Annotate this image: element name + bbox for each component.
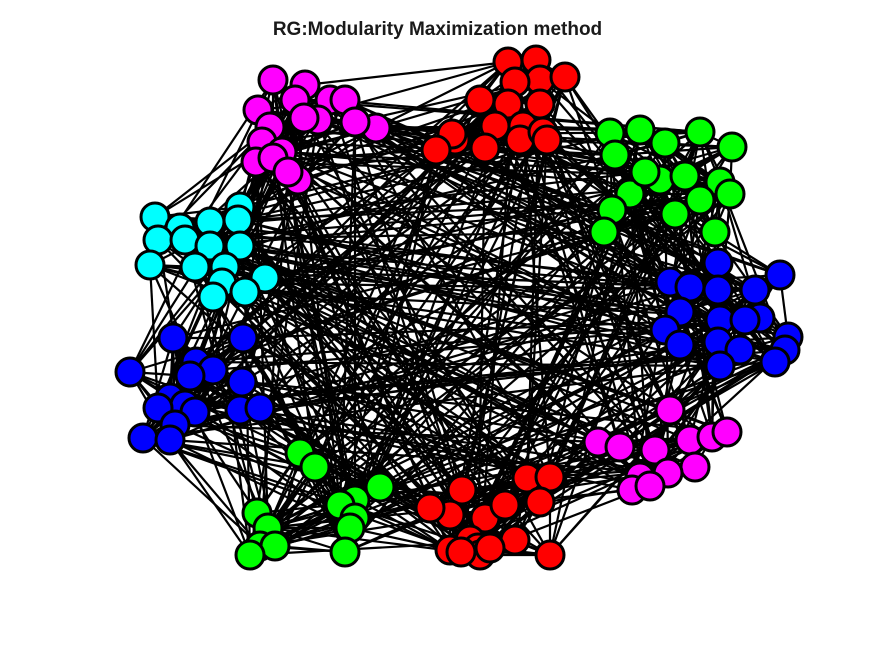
graph-node-blue-right bbox=[759, 346, 791, 378]
graph-node-magenta-bottom-right bbox=[679, 451, 711, 483]
graph-node-green-top-right bbox=[684, 184, 716, 216]
graph-node-red-bottom bbox=[534, 539, 566, 571]
graph-node-green-bottom-left bbox=[329, 536, 361, 568]
graph-node-cyan-left bbox=[194, 230, 226, 262]
graph-edge bbox=[549, 365, 721, 556]
graph-edge bbox=[349, 526, 451, 552]
graph-edge bbox=[169, 439, 261, 547]
graph-edge bbox=[242, 337, 541, 503]
graph-node-magenta-bottom-right bbox=[711, 416, 743, 448]
graph-edge bbox=[174, 423, 451, 552]
graph-node-green-bottom-left bbox=[234, 539, 266, 571]
graph-node-blue-right bbox=[764, 259, 796, 291]
graph-node-magenta-top-left bbox=[257, 64, 289, 96]
graph-edge bbox=[242, 318, 721, 340]
graph-node-green-top-right bbox=[588, 216, 620, 248]
graph-node-magenta-bottom-right bbox=[604, 431, 636, 463]
graph-nodes bbox=[114, 44, 804, 571]
graph-node-blue-right bbox=[702, 247, 734, 279]
graph-node-magenta-bottom-right bbox=[634, 470, 666, 502]
graph-edge bbox=[184, 261, 719, 407]
graph-edge bbox=[354, 348, 741, 502]
graph-node-blue-left bbox=[157, 322, 189, 354]
graph-node-red-top bbox=[531, 124, 563, 156]
graph-edge bbox=[304, 60, 509, 87]
graph-edge bbox=[237, 170, 646, 222]
graph-node-green-top-right bbox=[716, 131, 748, 163]
graph-node-cyan-left bbox=[224, 230, 256, 262]
graph-node-green-top-right bbox=[649, 127, 681, 159]
graph-node-blue-right bbox=[704, 350, 736, 382]
graph-node-green-top-right bbox=[624, 114, 656, 146]
graph-node-blue-right bbox=[702, 274, 734, 306]
graph-node-red-bottom bbox=[445, 536, 477, 568]
graph-edge bbox=[174, 423, 599, 444]
graph-node-blue-right bbox=[729, 304, 761, 336]
graph-node-green-top-right bbox=[659, 198, 691, 230]
graph-edge bbox=[237, 128, 641, 222]
graph-node-red-bottom bbox=[524, 486, 556, 518]
figure-title: RG:Modularity Maximization method bbox=[272, 19, 603, 40]
graph-edge bbox=[375, 61, 509, 129]
graph-node-red-bottom bbox=[414, 492, 446, 524]
graph-node-red-top bbox=[464, 84, 496, 116]
graph-edge bbox=[142, 437, 261, 547]
graph-edge bbox=[142, 436, 479, 550]
graph-node-red-top bbox=[549, 61, 581, 93]
graph-edge bbox=[129, 371, 301, 454]
graph-node-blue-right bbox=[664, 329, 696, 361]
graph-edge bbox=[195, 360, 721, 368]
graph-node-blue-left bbox=[244, 392, 276, 424]
graph-edge bbox=[267, 526, 462, 554]
graph-node-magenta-top-left bbox=[288, 102, 320, 134]
graph-edge bbox=[272, 157, 681, 346]
graph-edge bbox=[169, 439, 251, 556]
graph-edge bbox=[224, 265, 681, 314]
graph-node-red-top bbox=[420, 134, 452, 166]
graph-node-blue-left bbox=[114, 356, 146, 388]
graph-edge bbox=[193, 411, 252, 556]
graph-node-red-top bbox=[469, 132, 501, 164]
graph-node-green-top-right bbox=[699, 216, 731, 248]
graph-node-magenta-top-left bbox=[339, 106, 371, 138]
graph-edge bbox=[209, 244, 681, 347]
graph-edge bbox=[169, 438, 669, 475]
graph-node-cyan-left bbox=[222, 204, 254, 236]
graph-node-cyan-left bbox=[179, 251, 211, 283]
graph-node-blue-left bbox=[227, 322, 259, 354]
graph-edge bbox=[209, 138, 521, 224]
graph-edge bbox=[239, 408, 633, 492]
graph-node-red-bottom bbox=[446, 474, 478, 506]
graph-node-green-top-right bbox=[629, 156, 661, 188]
graph-node-magenta-bottom-right bbox=[639, 434, 671, 466]
graph-node-green-top-right bbox=[714, 178, 746, 210]
graph-node-blue-right bbox=[739, 274, 771, 306]
graph-node-magenta-bottom-right bbox=[654, 394, 686, 426]
graph-node-cyan-left bbox=[134, 249, 166, 281]
graph-node-green-top-right bbox=[599, 139, 631, 171]
graph-edge bbox=[267, 440, 599, 530]
graph-node-green-top-right bbox=[684, 116, 716, 148]
graph-edge bbox=[221, 281, 721, 368]
graph-node-blue-left bbox=[127, 422, 159, 454]
graph-edge bbox=[239, 244, 746, 322]
graph-node-cyan-left bbox=[197, 281, 229, 313]
graph-node-blue-right bbox=[724, 334, 756, 366]
graph-node-cyan-left bbox=[229, 276, 261, 308]
graph-node-green-top-right bbox=[669, 160, 701, 192]
graph-node-green-bottom-left bbox=[299, 451, 331, 483]
graph-node-magenta-top-left bbox=[272, 156, 304, 188]
graph-node-blue-left bbox=[226, 366, 258, 398]
graph-node-green-bottom-left bbox=[364, 471, 396, 503]
graph-node-blue-left bbox=[154, 424, 186, 456]
graph-node-blue-left bbox=[174, 360, 206, 392]
graph-node-red-bottom bbox=[474, 532, 506, 564]
graph-node-cyan-left bbox=[169, 224, 201, 256]
graph-node-red-bottom bbox=[489, 489, 521, 521]
